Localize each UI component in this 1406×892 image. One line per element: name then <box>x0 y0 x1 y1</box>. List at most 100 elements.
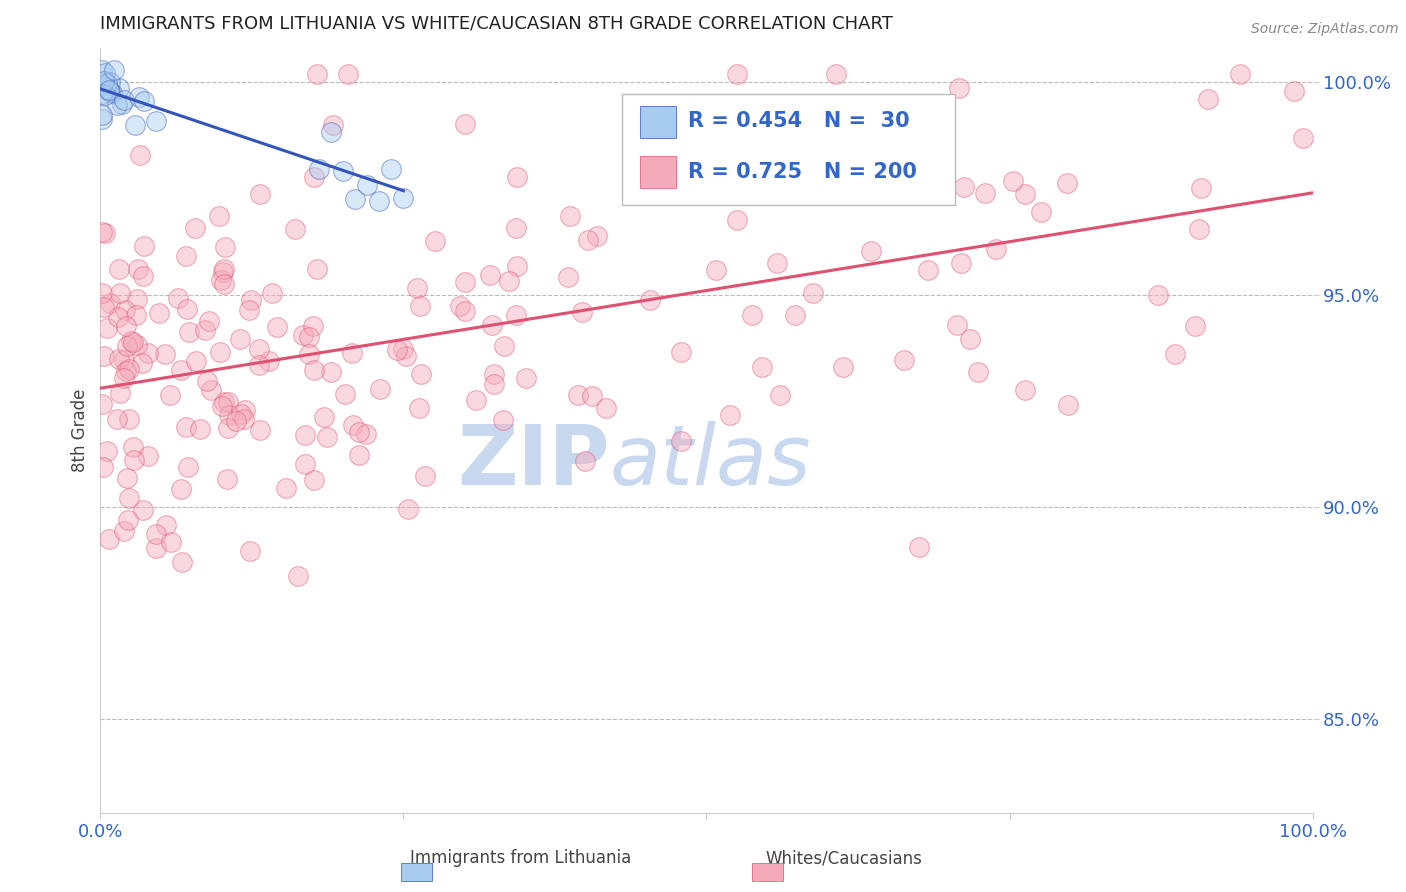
Point <box>111 97 134 112</box>
Point <box>481 318 503 332</box>
Point <box>100 75 122 89</box>
Point <box>96 321 118 335</box>
Point <box>194 323 217 337</box>
Point <box>172 555 194 569</box>
Point <box>385 343 408 358</box>
Point <box>494 338 516 352</box>
Point <box>115 339 138 353</box>
Point <box>174 420 197 434</box>
Point <box>342 417 364 432</box>
Point <box>108 81 131 95</box>
Point <box>117 513 139 527</box>
Text: R = 0.725   N = 200: R = 0.725 N = 200 <box>689 161 917 182</box>
Point <box>115 364 138 378</box>
Text: atlas: atlas <box>609 421 811 502</box>
Point <box>751 360 773 375</box>
Point <box>198 314 221 328</box>
Point <box>132 503 155 517</box>
Point <box>233 402 256 417</box>
Point <box>108 352 131 367</box>
Point <box>132 94 155 108</box>
Point <box>409 299 432 313</box>
Point <box>283 222 305 236</box>
Point <box>229 332 252 346</box>
Point <box>322 118 344 132</box>
Point <box>315 430 337 444</box>
Point <box>498 274 520 288</box>
Point <box>893 353 915 368</box>
Point <box>291 328 314 343</box>
Point <box>949 255 972 269</box>
Point <box>120 334 142 348</box>
Point <box>91 460 114 475</box>
Point <box>128 90 150 104</box>
Point <box>484 377 506 392</box>
Point <box>314 409 336 424</box>
Point <box>1197 93 1219 107</box>
Point <box>574 454 596 468</box>
Point <box>145 113 167 128</box>
Point <box>107 310 129 324</box>
Point <box>1001 174 1024 188</box>
Point <box>343 192 366 206</box>
Point <box>217 472 239 486</box>
Point <box>801 285 824 300</box>
Point <box>948 81 970 95</box>
Point <box>908 541 931 555</box>
Point <box>567 387 589 401</box>
Point <box>122 452 145 467</box>
Point <box>1147 287 1170 301</box>
Point <box>319 125 342 139</box>
Point <box>96 444 118 458</box>
Point <box>247 358 270 372</box>
Point <box>145 527 167 541</box>
Point <box>638 293 661 307</box>
Point <box>98 295 121 310</box>
Point <box>506 259 529 273</box>
Point <box>107 412 129 426</box>
Point <box>464 393 486 408</box>
Point <box>136 345 159 359</box>
Point <box>229 408 252 422</box>
Point <box>557 270 579 285</box>
Point <box>212 395 235 409</box>
Point <box>765 256 787 270</box>
Point <box>93 300 115 314</box>
Point <box>148 306 170 320</box>
Point <box>974 186 997 201</box>
Point <box>127 292 149 306</box>
Point <box>94 226 117 240</box>
Point <box>380 161 402 176</box>
Point <box>179 325 201 339</box>
Point <box>208 209 231 223</box>
Point <box>125 308 148 322</box>
Point <box>108 285 131 300</box>
Point <box>959 332 981 346</box>
Point <box>97 84 120 98</box>
Point <box>1029 205 1052 219</box>
Point <box>336 67 359 81</box>
Point <box>90 108 112 122</box>
Point <box>571 305 593 319</box>
Y-axis label: 8th Grade: 8th Grade <box>72 389 89 473</box>
Point <box>669 434 692 448</box>
Point <box>1164 347 1187 361</box>
Point <box>118 362 141 376</box>
Point <box>581 389 603 403</box>
Point <box>208 345 231 359</box>
Point <box>413 469 436 483</box>
Point <box>127 262 149 277</box>
Point <box>671 345 693 359</box>
Point <box>114 302 136 317</box>
Point <box>1229 67 1251 81</box>
Point <box>302 318 325 333</box>
Point <box>122 440 145 454</box>
Point <box>454 117 477 131</box>
Point <box>100 85 122 99</box>
Point <box>305 67 328 81</box>
Point <box>392 191 415 205</box>
Point <box>783 308 806 322</box>
Point <box>197 374 219 388</box>
Point <box>492 413 515 427</box>
Point <box>454 275 477 289</box>
